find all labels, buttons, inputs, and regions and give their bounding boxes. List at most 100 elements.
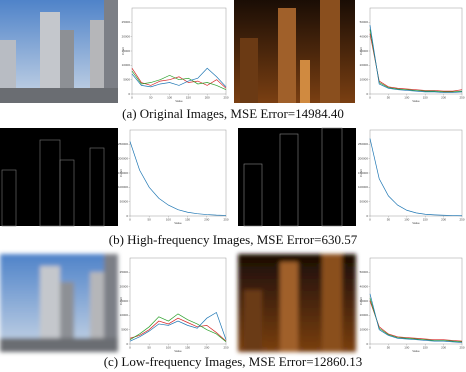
photo-day	[0, 0, 118, 103]
y-tick-label: 200000	[118, 156, 128, 160]
x-tick-label: 100	[166, 217, 171, 221]
series-line	[369, 300, 463, 342]
y-axis-label: Count	[359, 297, 363, 305]
x-tick-label: 150	[423, 217, 428, 221]
y-tick-label: 50000	[360, 199, 369, 203]
y-tick-label: 30000	[360, 299, 369, 303]
x-tick-label: 250	[223, 345, 228, 349]
series-line	[369, 33, 463, 92]
series-line	[369, 293, 463, 343]
y-tick-label: 10000	[122, 63, 131, 67]
y-tick-label: 0	[126, 342, 128, 346]
y-tick-label: 10000	[120, 313, 129, 317]
plot-frame	[129, 257, 227, 345]
y-tick-label: 50000	[360, 20, 369, 24]
plot-frame	[131, 7, 227, 95]
photo-day-edges	[0, 128, 118, 227]
y-tick-label: 20000	[120, 284, 129, 288]
y-axis-label: Count	[119, 297, 123, 305]
x-tick-label: 250	[459, 217, 464, 221]
y-tick-label: 150000	[118, 171, 128, 175]
y-axis-label: Count	[359, 169, 363, 177]
x-tick-label: 50	[149, 95, 153, 99]
x-tick-label: 0	[369, 345, 371, 349]
x-tick-label: 100	[404, 217, 409, 221]
y-tick-label: 0	[366, 342, 368, 346]
x-tick-label: 50	[387, 95, 391, 99]
series-line	[369, 138, 463, 217]
y-tick-label: 5000	[121, 327, 128, 331]
series-line	[129, 313, 227, 342]
photo-night-blur	[238, 254, 356, 352]
x-tick-label: 0	[131, 95, 133, 99]
x-tick-label: 50	[148, 217, 152, 221]
y-tick-label: 250000	[118, 142, 128, 146]
x-axis-label: Value	[412, 349, 420, 353]
plot-frame	[129, 129, 227, 217]
x-axis-label: Value	[174, 221, 182, 225]
series-line	[129, 311, 227, 342]
photo-night-edges	[238, 127, 356, 227]
y-tick-label: 10000	[360, 327, 369, 331]
series-line	[131, 70, 227, 91]
photo-night	[234, 0, 355, 103]
y-tick-label: 0	[128, 92, 130, 96]
x-tick-label: 200	[441, 95, 446, 99]
x-tick-label: 200	[441, 217, 446, 221]
x-axis-label: Value	[412, 99, 420, 103]
x-tick-label: 150	[185, 345, 190, 349]
x-tick-label: 0	[369, 217, 371, 221]
plot-frame	[369, 129, 463, 217]
plot-frame	[369, 257, 463, 345]
x-tick-label: 100	[167, 95, 172, 99]
y-tick-label: 20000	[360, 313, 369, 317]
y-tick-label: 0	[366, 214, 368, 218]
series-line	[129, 317, 227, 342]
x-axis-label: Value	[174, 349, 182, 353]
y-tick-label: 25000	[120, 270, 129, 274]
x-tick-label: 100	[404, 95, 409, 99]
series-line	[369, 298, 463, 343]
x-tick-label: 150	[186, 95, 191, 99]
x-tick-label: 250	[459, 345, 464, 349]
series-line	[129, 141, 227, 216]
x-tick-label: 250	[459, 95, 464, 99]
y-tick-label: 50000	[360, 270, 369, 274]
y-tick-label: 100000	[118, 185, 128, 189]
y-tick-label: 30000	[360, 49, 369, 53]
x-axis-label: Value	[412, 221, 420, 225]
x-tick-label: 150	[423, 345, 428, 349]
x-tick-label: 50	[387, 217, 391, 221]
y-tick-label: 40000	[360, 34, 369, 38]
x-tick-label: 150	[423, 95, 428, 99]
y-tick-label: 15000	[122, 49, 131, 53]
x-tick-label: 200	[204, 217, 209, 221]
caption: (a) Original Images, MSE Error=14984.40	[122, 106, 344, 121]
x-tick-label: 0	[129, 345, 131, 349]
caption: (b) High-frequency Images, MSE Error=630…	[109, 232, 358, 247]
y-tick-label: 20000	[122, 34, 131, 38]
series-line	[131, 67, 227, 88]
y-tick-label: 20000	[360, 63, 369, 67]
plot-frame	[369, 7, 463, 95]
y-tick-label: 100000	[358, 185, 368, 189]
series-line	[369, 25, 463, 93]
x-tick-label: 200	[205, 95, 210, 99]
x-axis-label: Value	[175, 99, 183, 103]
y-tick-label: 150000	[358, 171, 368, 175]
x-tick-label: 250	[223, 95, 228, 99]
photo-day-blur	[0, 254, 118, 352]
y-axis-label: Count	[119, 169, 123, 177]
x-tick-label: 250	[223, 217, 228, 221]
x-tick-label: 50	[387, 345, 391, 349]
y-axis-label: Count	[359, 47, 363, 55]
y-tick-label: 5000	[123, 77, 130, 81]
x-tick-label: 150	[185, 217, 190, 221]
x-tick-label: 0	[369, 95, 371, 99]
caption: (c) Low-frequency Images, MSE Error=1286…	[104, 354, 363, 369]
x-tick-label: 50	[148, 345, 152, 349]
x-tick-label: 100	[404, 345, 409, 349]
y-tick-label: 15000	[120, 299, 129, 303]
x-tick-label: 100	[166, 345, 171, 349]
